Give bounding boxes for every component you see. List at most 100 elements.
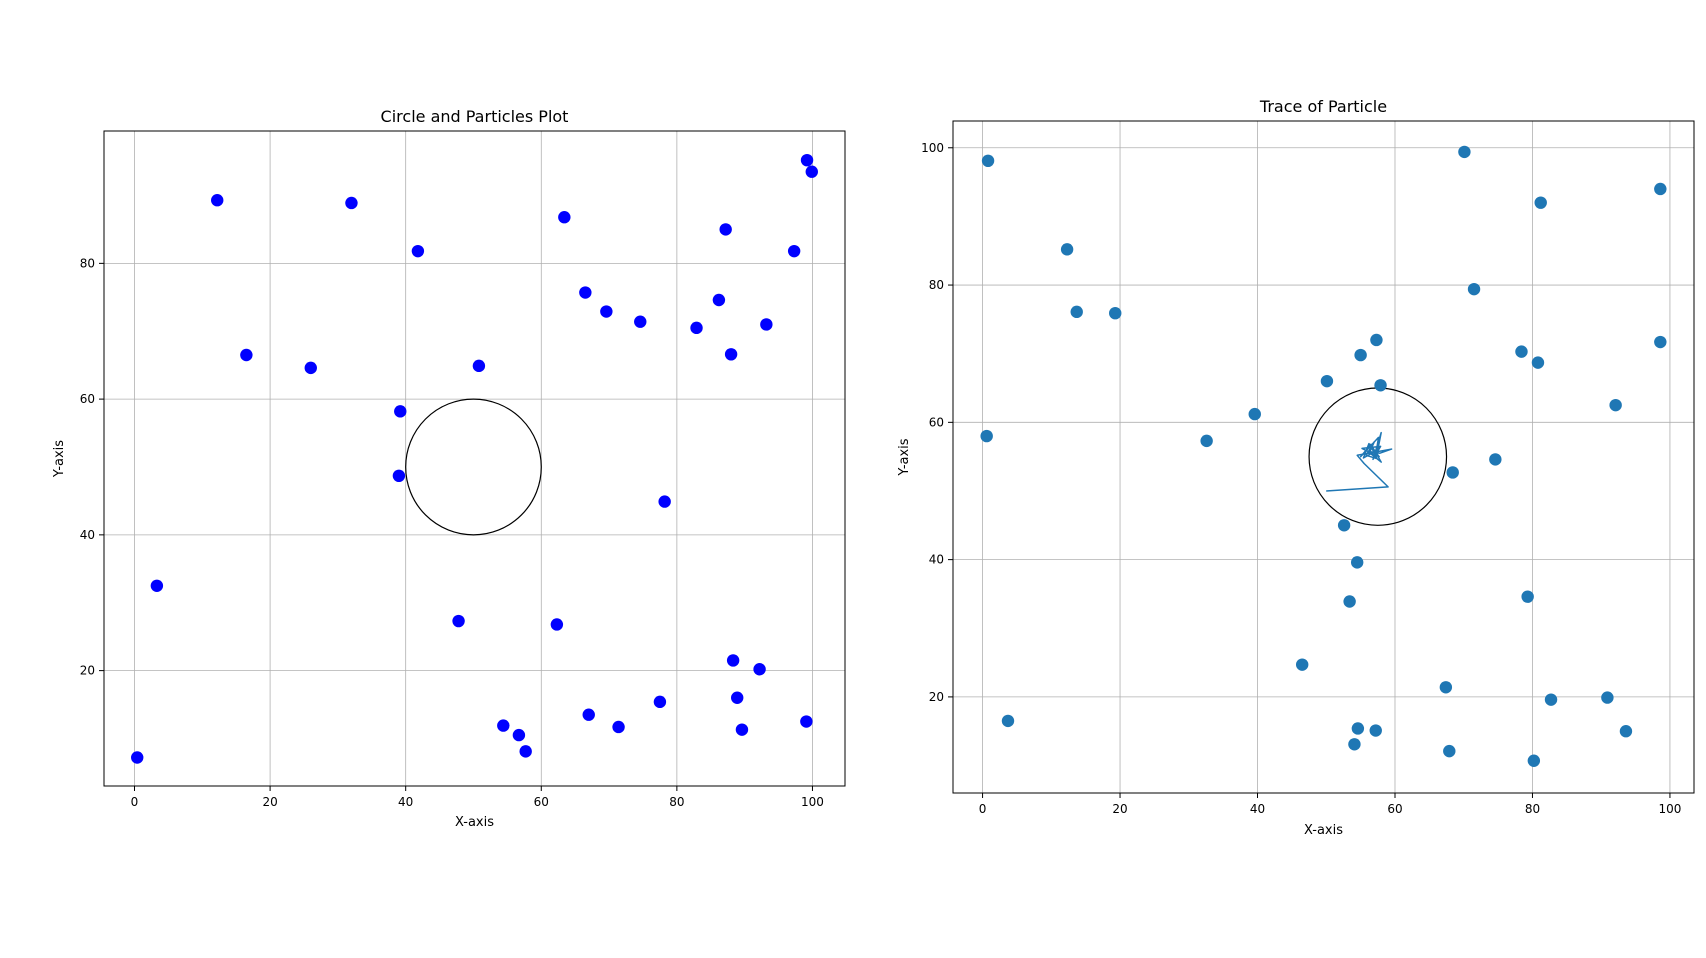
particle-point (1351, 722, 1365, 735)
particle-point (579, 286, 592, 299)
particle-point (1348, 738, 1361, 751)
particle-point (981, 154, 995, 168)
particle-point (497, 719, 510, 732)
x-tick-label: 60 (534, 795, 549, 809)
particle-point (805, 165, 818, 178)
particle-point (1350, 556, 1364, 569)
x-tick-label: 80 (669, 795, 684, 809)
particle-point (1515, 345, 1528, 358)
particle-point (519, 745, 532, 758)
y-axis-label: Y-axis (897, 438, 912, 476)
x-tick-label: 40 (398, 795, 413, 809)
y-tick-label: 60 (929, 415, 944, 429)
particle-point (980, 429, 993, 443)
y-tick-label: 20 (929, 690, 944, 704)
particle-point (345, 196, 358, 210)
particle-point (1654, 335, 1667, 349)
particle-point (787, 244, 801, 258)
particle-point (1343, 595, 1356, 608)
particle-point (131, 751, 144, 764)
particle-point (731, 691, 744, 704)
x-axis-label: X-axis (1304, 823, 1343, 838)
particle-point (582, 708, 595, 721)
y-tick-label: 20 (80, 664, 95, 678)
x-axis-label: X-axis (455, 815, 494, 830)
particle-point (452, 614, 465, 628)
particle-point (1070, 305, 1083, 319)
trace-of-particle-plot: 0 20 40 60 80 100 20 40 60 80 100 Trace of Partic… (897, 97, 1695, 838)
particle-point (304, 361, 317, 375)
particle-point (1531, 356, 1545, 369)
particle-point (1601, 691, 1614, 704)
particle-point (735, 723, 749, 736)
y-tick-label: 40 (80, 528, 95, 542)
particle-point (1489, 453, 1502, 466)
y-axis-label: Y-axis (52, 440, 67, 478)
particle-point (1544, 693, 1558, 706)
x-tick-label: 100 (801, 795, 824, 809)
particle-trace-line (1326, 431, 1393, 492)
particle-point (1521, 590, 1534, 603)
particle-point (240, 348, 253, 362)
particle-point (1295, 658, 1309, 671)
particle-point (1619, 725, 1633, 738)
particle-point (1654, 182, 1667, 196)
particle-point (512, 728, 526, 742)
x-tick-label: 40 (1250, 802, 1265, 816)
particle-point (719, 223, 732, 236)
chart-title: Circle and Particles Plot (381, 107, 569, 126)
particle-point (1060, 243, 1074, 256)
particle-point (724, 348, 738, 361)
particle-point (753, 663, 766, 676)
particle-point (1369, 724, 1382, 737)
x-tick-label: 20 (262, 795, 277, 809)
particle-point (1337, 519, 1351, 532)
particle-point (1446, 466, 1459, 479)
particle-point (634, 315, 647, 328)
particle-point (1370, 333, 1383, 347)
particle-point (653, 695, 667, 709)
particle-point (550, 618, 564, 631)
x-tick-label: 100 (1658, 802, 1681, 816)
particle-point (726, 654, 740, 667)
particle-point (1248, 407, 1261, 421)
particle-point (1320, 374, 1334, 388)
particle-point (1534, 196, 1547, 209)
boundary-circle (405, 398, 542, 536)
y-tick-label: 100 (921, 141, 944, 155)
x-tick-label: 20 (1112, 802, 1127, 816)
particle-point (600, 305, 613, 318)
particle-point (1527, 754, 1541, 767)
particle-point (1609, 398, 1622, 412)
particle-point (392, 469, 406, 483)
particle-point (1439, 681, 1453, 694)
chart-title: Trace of Particle (1259, 97, 1387, 116)
y-tick-label: 80 (80, 256, 95, 270)
particle-point (1001, 714, 1015, 728)
particle-point (612, 720, 625, 734)
particle-point (712, 293, 726, 307)
y-tick-label: 40 (929, 553, 944, 567)
y-tick-label: 80 (929, 278, 944, 292)
particle-point (1467, 282, 1481, 296)
particle-point (800, 153, 814, 167)
particle-point (1354, 348, 1367, 362)
particle-point (690, 321, 703, 335)
particle-point (1374, 379, 1387, 392)
circle-and-particles-plot: 0 20 40 60 80 100 20 40 60 80 Circle and Particl… (52, 107, 846, 830)
particle-point (150, 579, 164, 592)
particle-point (211, 194, 224, 207)
particle-point (472, 359, 486, 373)
y-tick-label: 60 (80, 392, 95, 406)
plot-frame (952, 120, 1695, 794)
particle-point (1109, 306, 1122, 320)
particle-point (558, 211, 571, 224)
particle-point (800, 715, 813, 728)
particle-point (394, 405, 407, 418)
plot-frame (103, 130, 846, 787)
particle-point (1200, 434, 1213, 448)
x-tick-label: 80 (1525, 802, 1540, 816)
particle-point (658, 495, 671, 508)
particle-point (411, 244, 425, 258)
